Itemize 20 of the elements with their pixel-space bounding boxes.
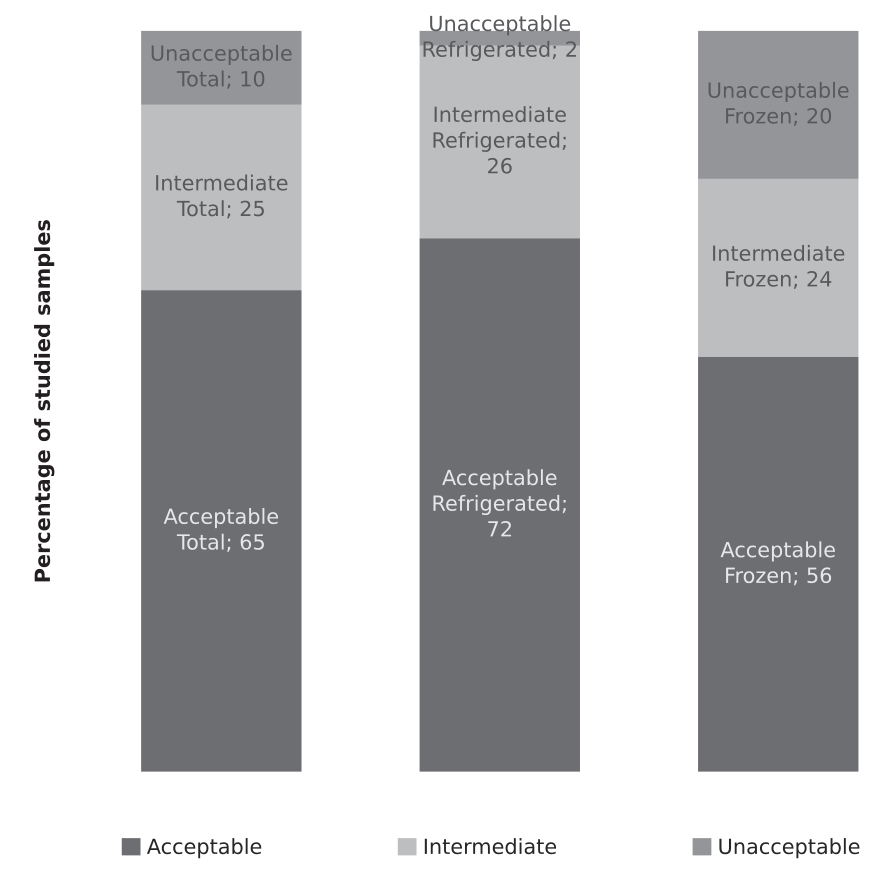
data-label: Intermediate Frozen; 24	[713, 244, 844, 289]
bar	[698, 178, 858, 357]
data-label: Intermediate Refrigerated; 26	[434, 106, 566, 174]
data-label: Unacceptable Refrigerated; 2	[424, 15, 576, 62]
data-label: Acceptable Frozen; 56	[720, 541, 835, 586]
data-label: Unacceptable Total; 10	[152, 44, 292, 89]
data-label: Acceptable Refrigerated; 72	[434, 469, 566, 536]
legend-label: Acceptable	[146, 838, 262, 858]
bar	[420, 238, 580, 772]
bar	[141, 104, 302, 290]
data-label: Unacceptable Frozen; 20	[708, 82, 849, 126]
data-label: Intermediate Total; 25	[156, 174, 288, 218]
legend-label: Intermediate	[424, 838, 556, 854]
legend-label: Unacceptable	[719, 838, 860, 858]
bar	[698, 30, 858, 179]
data-label: Acceptable Total; 65	[164, 508, 278, 552]
bar	[141, 30, 302, 105]
bar	[141, 290, 302, 772]
bar	[698, 356, 858, 772]
y-axis-title: Percentage of studied samples	[34, 220, 54, 582]
